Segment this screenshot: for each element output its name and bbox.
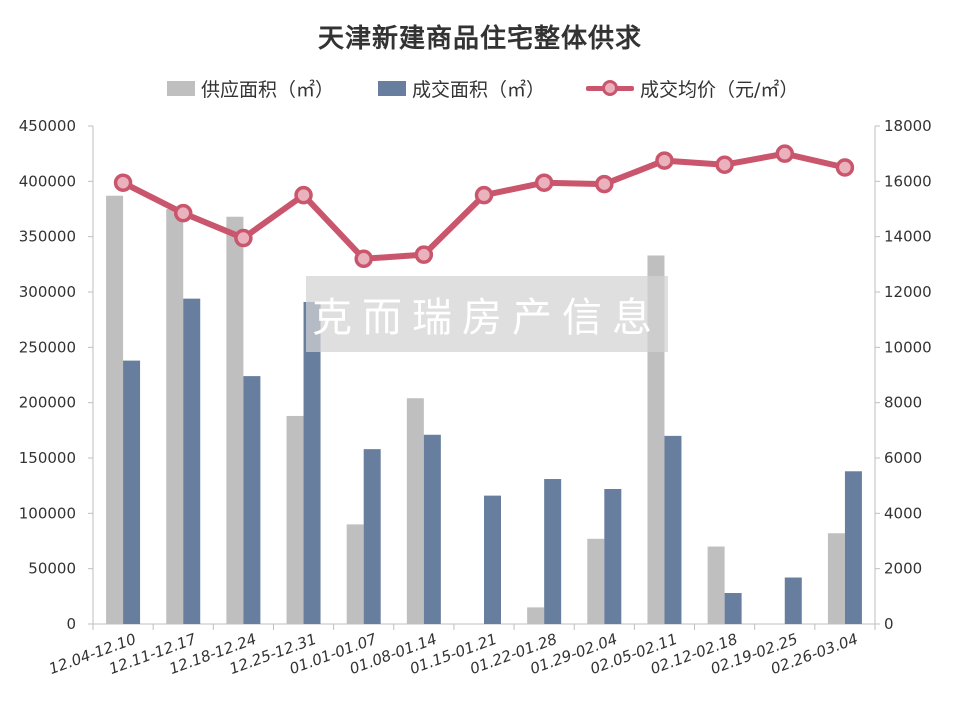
y-left-tick-label: 300000 <box>19 283 76 301</box>
y-left-tick-label: 400000 <box>19 172 76 190</box>
price-point <box>835 158 855 177</box>
bar-supply <box>827 533 845 624</box>
bar-supply <box>707 546 725 624</box>
bar-deal <box>664 435 682 624</box>
bar-deal <box>544 479 562 624</box>
y-right-tick-label: 10000 <box>884 338 932 356</box>
price-point <box>775 144 795 163</box>
y-right-tick-label: 14000 <box>884 228 932 246</box>
bar-supply <box>166 209 184 624</box>
price-point <box>595 174 614 194</box>
legend-item-supply: 供应面积（㎡） <box>167 72 334 104</box>
price-point <box>113 173 133 192</box>
legend-swatch-supply <box>167 80 195 96</box>
bar-supply <box>406 398 424 624</box>
y-left-tick-label: 100000 <box>19 504 76 522</box>
bar-supply <box>106 195 124 624</box>
legend-item-price: 成交均价（元/㎡） <box>586 72 798 104</box>
legend-label-deal: 成交面积（㎡） <box>412 78 546 101</box>
y-left-tick-label: 200000 <box>19 394 76 412</box>
legend-label-supply: 供应面积（㎡） <box>201 78 335 101</box>
y-left-tick-label: 50000 <box>28 560 76 578</box>
chart-title: 天津新建商品住宅整体供求 <box>317 24 642 54</box>
price-point <box>474 185 494 205</box>
y-right-tick-label: 16000 <box>884 172 932 190</box>
bar-deal <box>303 301 321 624</box>
y-right-tick-label: 12000 <box>884 283 932 301</box>
y-right-tick-label: 8000 <box>884 394 922 412</box>
bar-deal <box>604 488 622 624</box>
bar-supply <box>226 216 244 624</box>
y-right-tick-label: 18000 <box>884 117 932 135</box>
y-left-tick-label: 250000 <box>19 338 76 356</box>
legend-item-deal: 成交面积（㎡） <box>378 72 545 104</box>
bar-deal <box>183 298 201 624</box>
price-point <box>173 203 193 223</box>
price-point <box>294 185 313 205</box>
legend-swatch-price <box>586 79 634 96</box>
y-left-tick-label: 450000 <box>19 117 76 135</box>
y-left-tick-label: 350000 <box>19 228 76 246</box>
price-point <box>414 245 434 264</box>
price-point <box>354 249 373 269</box>
bar-deal <box>724 593 742 624</box>
bar-supply <box>587 538 605 624</box>
legend-swatch-deal <box>378 80 406 96</box>
watermark: 克而瑞房产信息 <box>306 276 668 352</box>
price-point <box>655 151 674 170</box>
price-point <box>715 155 734 174</box>
y-right-tick-label: 0 <box>884 615 894 633</box>
y-right-tick-label: 4000 <box>884 504 922 522</box>
bar-supply <box>346 524 364 624</box>
price-point <box>234 228 253 248</box>
y-left-tick-label: 0 <box>66 615 76 633</box>
bar-deal <box>784 577 802 624</box>
bar-supply <box>527 607 545 624</box>
legend-label-price: 成交均价（元/㎡） <box>640 78 799 101</box>
bar-deal <box>423 434 441 624</box>
y-left-tick-label: 150000 <box>19 449 76 467</box>
bar-deal <box>123 360 141 624</box>
bar-deal <box>844 471 862 624</box>
bar-deal <box>484 495 501 624</box>
bar-deal <box>243 376 261 624</box>
bar-deal <box>363 449 381 624</box>
bar-supply <box>286 415 304 624</box>
y-right-tick-label: 6000 <box>884 449 922 467</box>
legend: 供应面积（㎡） 成交面积（㎡） 成交均价（元/㎡） <box>0 72 960 104</box>
price-point <box>534 173 554 192</box>
y-right-tick-label: 2000 <box>884 560 922 578</box>
